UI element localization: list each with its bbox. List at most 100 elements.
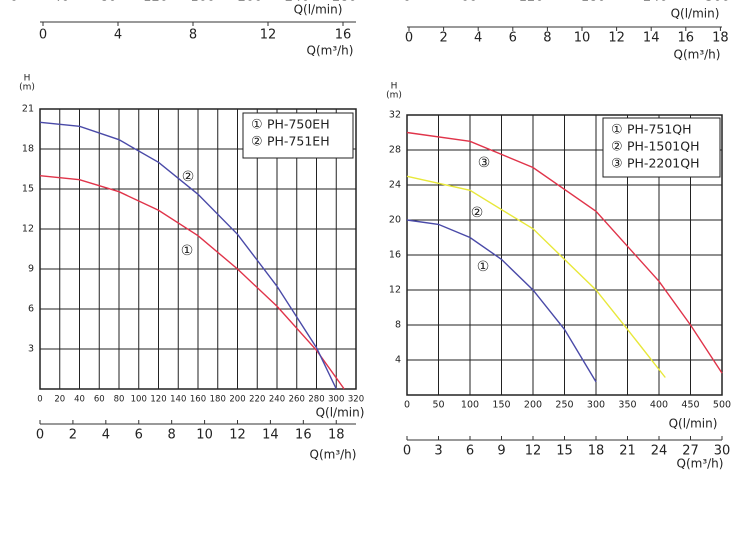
x-tick-label: 500 — [713, 400, 731, 411]
x2-axis-label: Q(m³/h) — [310, 448, 357, 462]
x2-tick-label: 18 — [588, 444, 605, 459]
x-tick-label: 320 — [348, 395, 364, 405]
top-lmin-label: Q(l/min) — [294, 3, 343, 17]
x2-tick-label: 0 — [36, 428, 44, 443]
legend-entry: PH-751QH — [627, 122, 692, 137]
x2-tick-label: 10 — [196, 428, 213, 443]
x2-tick-label: 24 — [651, 444, 668, 459]
top-m3h-label: Q(m³/h) — [307, 44, 354, 58]
x-tick-label: 120 — [150, 395, 166, 405]
x-axis-label: Q(l/min) — [669, 417, 718, 431]
legend-box — [602, 117, 721, 178]
top-m3h-tick-label: 18 — [712, 31, 729, 46]
y-tick-label: 20 — [389, 215, 401, 226]
x-tick-label: 220 — [249, 395, 265, 405]
y-tick-label: 3 — [28, 344, 34, 355]
top-m3h-tick-label: 16 — [335, 28, 352, 43]
top-lmin-tick-label: 60 — [461, 0, 478, 5]
x-tick-label: 60 — [94, 395, 105, 405]
curve-label: ① — [477, 259, 490, 275]
x-tick-label: 160 — [190, 395, 206, 405]
x-tick-label: 0 — [404, 400, 410, 411]
x-tick-label: 280 — [308, 395, 324, 405]
x-tick-label: 20 — [54, 395, 65, 405]
top-m3h-tick-label: 0 — [39, 28, 47, 43]
x-tick-label: 100 — [131, 395, 147, 405]
x2-axis-label: Q(m³/h) — [677, 457, 724, 471]
y-axis-unit: (m) — [386, 91, 402, 101]
top-m3h-tick-label: 12 — [260, 28, 277, 43]
curve-label: ② — [471, 205, 484, 221]
x-tick-label: 180 — [210, 395, 226, 405]
x2-tick-label: 12 — [229, 428, 246, 443]
top-m3h-tick-label: 4 — [474, 31, 482, 46]
y-axis-label: H — [391, 82, 398, 92]
x2-tick-label: 4 — [102, 428, 110, 443]
y-tick-label: 16 — [389, 250, 401, 261]
y-axis-label: H — [24, 74, 31, 84]
x-axis-label: Q(l/min) — [316, 406, 365, 420]
top-m3h-tick-label: 16 — [678, 31, 695, 46]
top-lmin-tick-label: 0 — [10, 0, 18, 5]
top-lmin-tick-label: 40 — [53, 0, 70, 5]
x2-tick-label: 15 — [556, 444, 573, 459]
curve — [406, 219, 597, 383]
x2-tick-label: 9 — [497, 444, 505, 459]
top-m3h-tick-label: 8 — [543, 31, 551, 46]
top-lmin-tick-label: 80 — [100, 0, 117, 5]
top-lmin-tick-label: 0 — [403, 0, 411, 5]
x2-tick-label: 6 — [135, 428, 143, 443]
x-tick-label: 450 — [681, 400, 699, 411]
top-lmin-tick-label: 180 — [581, 0, 606, 5]
y-tick-label: 12 — [22, 224, 34, 235]
y-tick-label: 15 — [22, 184, 34, 195]
legend-entry: PH-751EH — [267, 134, 330, 149]
y-tick-label: 12 — [389, 285, 401, 296]
x2-tick-label: 16 — [295, 428, 312, 443]
x-tick-label: 400 — [650, 400, 668, 411]
legend-box — [242, 112, 354, 159]
top-lmin-tick-label: 120 — [519, 0, 544, 5]
x2-tick-label: 12 — [525, 444, 542, 459]
plot-frame — [39, 108, 357, 390]
y-tick-label: 32 — [389, 110, 401, 121]
x-tick-label: 200 — [524, 400, 542, 411]
top-lmin-tick-label: 280 — [332, 0, 357, 5]
legend-entry: PH-750EH — [267, 117, 330, 132]
legend-entry: PH-1501QH — [627, 139, 700, 154]
x-tick-label: 260 — [289, 395, 305, 405]
plot-frame — [406, 114, 723, 396]
x2-tick-label: 3 — [434, 444, 442, 459]
y-tick-label: 18 — [22, 144, 34, 155]
x2-tick-label: 8 — [168, 428, 176, 443]
x2-tick-label: 2 — [69, 428, 77, 443]
curve — [406, 131, 723, 374]
y-tick-label: 24 — [389, 180, 401, 191]
y-tick-label: 8 — [395, 320, 401, 331]
curve — [39, 121, 337, 390]
curve-label: ② — [182, 169, 195, 185]
top-m3h-tick-label: 6 — [509, 31, 517, 46]
top-lmin-tick-label: 160 — [190, 0, 215, 5]
top-lmin-tick-label: 120 — [143, 0, 168, 5]
curve — [39, 175, 345, 390]
legend-marker: ① — [611, 123, 623, 138]
top-m3h-tick-label: 4 — [114, 28, 122, 43]
y-tick-label: 4 — [395, 355, 401, 366]
top-m3h-label: Q(m³/h) — [674, 48, 721, 62]
y-tick-label: 28 — [389, 145, 401, 156]
curve-label: ③ — [478, 155, 491, 171]
x2-tick-label: 21 — [619, 444, 636, 459]
top-lmin-tick-label: 300 — [705, 0, 730, 5]
x-tick-label: 150 — [492, 400, 510, 411]
top-m3h-tick-label: 8 — [189, 28, 197, 43]
x-tick-label: 250 — [555, 400, 573, 411]
x-tick-label: 0 — [37, 395, 42, 405]
legend-marker: ③ — [611, 157, 623, 172]
legend-marker: ② — [251, 135, 263, 150]
x-tick-label: 300 — [587, 400, 605, 411]
x-tick-label: 200 — [229, 395, 245, 405]
x2-tick-label: 18 — [328, 428, 345, 443]
top-m3h-tick-label: 0 — [405, 31, 413, 46]
